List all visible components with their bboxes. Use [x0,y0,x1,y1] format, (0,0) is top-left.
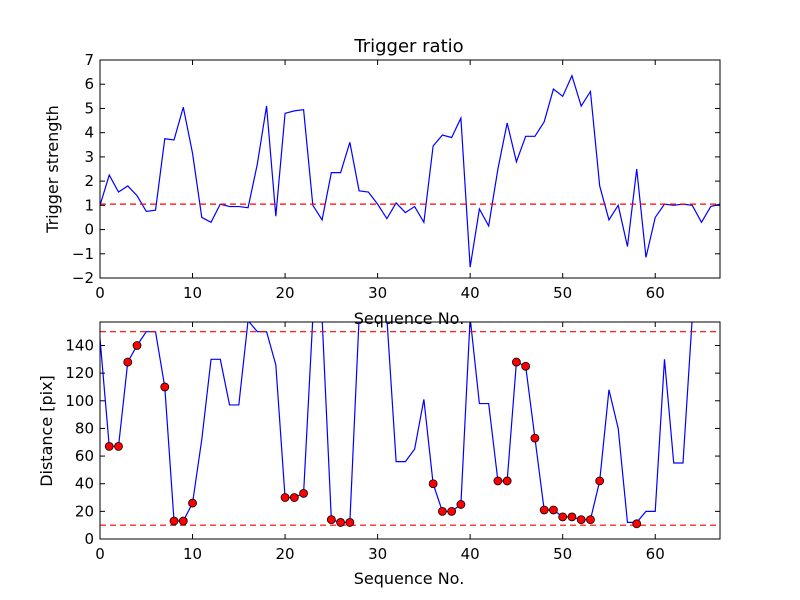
bottom-y-tick-label: 60 [75,447,94,465]
bottom-marker-point [521,361,531,371]
bottom-y-tick-label: 120 [65,364,94,382]
bottom-marker-point [530,433,540,443]
top-plot-area: 0 10 20 30 40 50 60 −2 −1 0 1 2 3 4 5 6 7 [72,51,721,302]
top-chart: Trigger ratio 0 10 20 30 40 50 60−2−101234567 … [43,36,721,328]
bottom-x-tick-label: 20 [276,545,295,563]
bottom-marker-point [567,512,577,522]
bottom-y-axis-label: Distance [pix] [37,375,56,487]
bottom-marker-point [104,441,114,451]
bottom-marker-point [160,382,170,392]
bottom-series-line [100,322,693,524]
top-y-tick-label: 2 [84,172,94,190]
top-y-tick-label: 0 [84,221,94,239]
bottom-x-tick-label: 0 [95,545,105,563]
bottom-marker-point [114,441,123,451]
top-chart-title: Trigger ratio [353,36,463,57]
top-x-tick-label: 50 [553,284,572,302]
bottom-marker-point [345,518,355,527]
top-x-tick-label: 60 [646,284,665,302]
bottom-marker-point [299,488,308,498]
bottom-x-tick-label: 50 [553,545,572,563]
bottom-x-tick-label: 40 [461,545,480,563]
top-y-tick-label: −2 [72,269,94,287]
bottom-marker-point [437,506,447,516]
bottom-x-axis-label: Sequence No. [354,569,465,588]
bottom-marker-point [456,500,466,509]
bottom-marker-point [123,357,133,367]
bottom-marker-point [595,476,605,486]
bottom-marker-point [169,516,179,526]
top-y-tick-label: 1 [84,196,94,214]
bottom-marker-point [336,518,345,527]
bottom-y-tick-label: 140 [65,336,94,354]
bottom-marker-point [178,516,188,526]
bottom-x-tick-label: 10 [183,545,202,563]
bottom-marker-point [549,505,558,515]
bottom-chart: 0 10 20 30 40 50 60 0 20 40 60 80 100 120 140 Sequence… [37,321,721,588]
top-plot-layer [100,74,720,268]
bottom-marker-point [289,493,299,502]
top-y-tick-label: 6 [84,75,94,93]
top-axes-frame [99,59,721,279]
bottom-marker-point [576,515,586,525]
bottom-marker-point [512,357,521,367]
bottom-marker-point [539,505,549,515]
top-x-axis-label: Sequence No. [354,309,465,328]
top-x-tick-label: 30 [368,284,387,302]
bottom-y-tick-label: 80 [75,419,94,437]
top-y-tick-label: 4 [84,124,94,142]
bottom-marker-point [326,515,336,525]
bottom-plot-layer [100,322,720,529]
bottom-axes-frame [99,321,721,540]
top-y-tick-label: −1 [72,245,94,263]
bottom-marker-point [586,515,595,525]
bottom-x-tick-label: 30 [368,545,387,563]
bottom-y-tick-label: 40 [75,475,94,493]
top-x-tick-label: 20 [276,284,295,302]
bottom-y-tick-label: 0 [84,530,94,548]
top-y-tick-label: 7 [84,51,94,69]
bottom-marker-point [132,341,142,350]
top-x-tick-label: 40 [461,284,480,302]
bottom-marker-point [632,519,642,529]
bottom-marker-point [558,512,568,522]
bottom-y-tick-label: 20 [75,502,94,520]
top-y-tick-label: 3 [84,148,94,166]
bottom-marker-point [447,506,457,516]
bottom-marker-point [280,493,290,502]
bottom-plot-area: 0 10 20 30 40 50 60 0 20 40 60 80 100 120 140 [65,321,721,563]
bottom-marker-point [502,476,512,486]
top-y-tick-label: 5 [84,99,94,117]
top-x-tick-label: 0 [95,284,105,302]
bottom-marker-point [188,498,197,508]
bottom-marker-point [493,476,503,486]
top-x-tick-label: 10 [183,284,202,302]
bottom-y-tick-label: 100 [65,392,94,410]
top-y-axis-label: Trigger strength [43,105,62,234]
bottom-x-tick-label: 60 [646,545,665,563]
top-series-line [100,74,720,268]
bottom-marker-point [428,479,438,489]
